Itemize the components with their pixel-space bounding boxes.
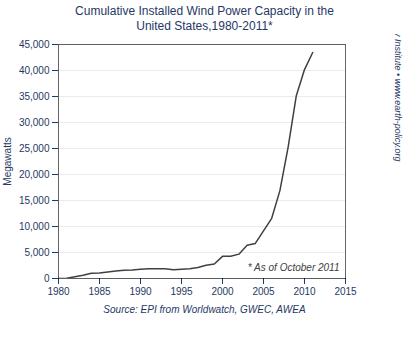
svg-text:15,000: 15,000 — [19, 195, 50, 206]
svg-text:* As of October 2011: * As of October 2011 — [248, 262, 340, 273]
svg-text:2015: 2015 — [334, 286, 357, 297]
svg-text:5,000: 5,000 — [24, 247, 49, 258]
svg-text:30,000: 30,000 — [19, 117, 50, 128]
svg-text:Megawatts: Megawatts — [2, 137, 13, 185]
svg-text:2005: 2005 — [252, 286, 275, 297]
svg-text:1980: 1980 — [47, 286, 70, 297]
svg-text:1995: 1995 — [170, 286, 193, 297]
html-text:Source: EPI from Worldwatch, G: Source: EPI from Worldwatch, GWEC, AWEA — [103, 304, 306, 315]
svg-text:2010: 2010 — [293, 286, 316, 297]
svg-text:Earth Policy Institute • www.e: Earth Policy Institute • www.earth-polic… — [393, 34, 403, 162]
svg-text:1985: 1985 — [88, 286, 111, 297]
html-text:Cumulative Installed Wind Powe: Cumulative Installed Wind Power Capacity… — [75, 4, 334, 33]
svg-text:45,000: 45,000 — [19, 39, 50, 50]
svg-text:25,000: 25,000 — [19, 143, 50, 154]
svg-text:0: 0 — [44, 273, 50, 284]
svg-text:2000: 2000 — [211, 286, 234, 297]
svg-text:40,000: 40,000 — [19, 65, 50, 76]
svg-text:10,000: 10,000 — [19, 221, 50, 232]
svg-text:20,000: 20,000 — [19, 169, 50, 180]
svg-text:35,000: 35,000 — [19, 91, 50, 102]
svg-text:1990: 1990 — [129, 286, 152, 297]
